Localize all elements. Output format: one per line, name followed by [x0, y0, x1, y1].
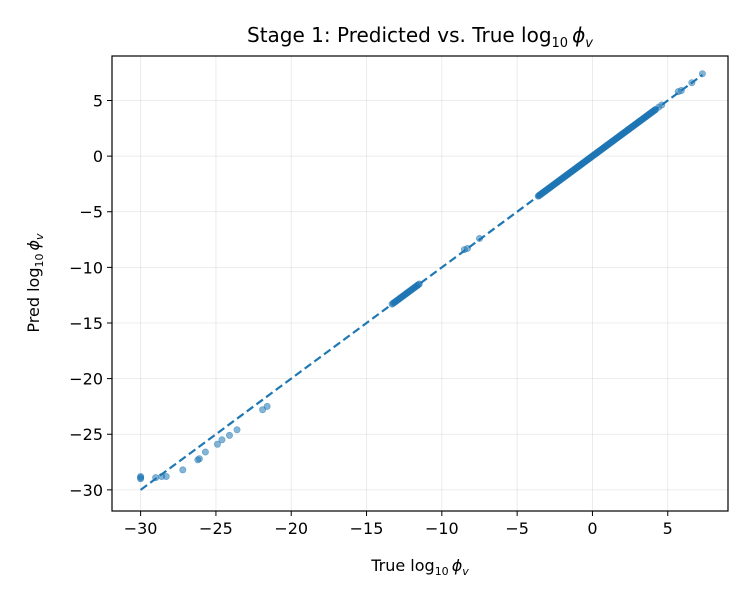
data-point — [218, 436, 226, 444]
data-point — [158, 473, 166, 481]
y-tick-label: −10 — [69, 258, 103, 277]
y-tick-label: −25 — [69, 425, 103, 444]
x-axis-label: True log10 ϕv — [370, 556, 469, 578]
plot-frame — [111, 55, 729, 512]
x-tick-label: −25 — [199, 519, 233, 538]
x-tick-label: −30 — [124, 519, 158, 538]
grid-lines — [112, 56, 728, 511]
data-point — [674, 88, 682, 96]
x-tick-label: −15 — [350, 519, 384, 538]
data-points — [137, 70, 706, 483]
y-tick-label: −5 — [79, 203, 103, 222]
x-tick-label: −10 — [425, 519, 459, 538]
y-tick-label: 0 — [93, 147, 103, 166]
data-point — [233, 426, 241, 434]
data-point — [152, 474, 160, 482]
data-point — [137, 475, 145, 483]
data-point — [698, 70, 706, 78]
y-tick-label: −20 — [69, 370, 103, 389]
y-tick-label: −30 — [69, 481, 103, 500]
data-point — [688, 79, 696, 87]
x-tick-label: −5 — [505, 519, 529, 538]
data-point — [213, 440, 221, 448]
x-tick-label: −20 — [274, 519, 308, 538]
chart-title: Stage 1: Predicted vs. True log10 ϕv — [247, 23, 593, 51]
data-point — [259, 406, 267, 414]
data-point — [415, 280, 423, 288]
data-point — [460, 246, 468, 254]
y-tick-label: −15 — [69, 314, 103, 333]
data-point — [194, 456, 202, 464]
x-tick-label: 0 — [587, 519, 597, 538]
data-point — [475, 234, 483, 242]
y-axis-label: Pred log10ϕv — [24, 233, 46, 333]
data-point — [201, 448, 209, 456]
data-point — [225, 431, 233, 439]
x-tick-label: 5 — [663, 519, 673, 538]
data-point — [179, 466, 187, 474]
data-point — [655, 103, 663, 111]
y-tick-label: 5 — [93, 91, 103, 110]
axis-ticks: −30 −25 −20 −15 −10 −5 0 5 −30 −25 −20 −15 −10 −5 0 5 — [69, 91, 673, 538]
